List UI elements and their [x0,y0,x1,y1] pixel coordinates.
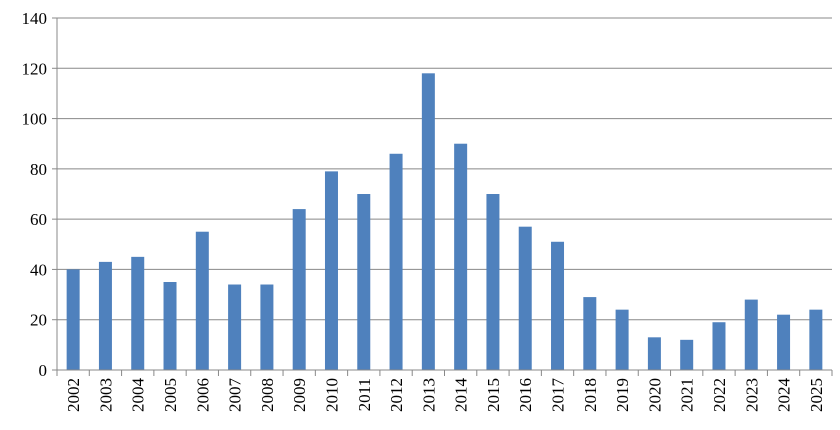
bar [421,73,435,371]
bar [195,231,209,370]
x-tick-label: 2006 [193,378,212,412]
bar [583,297,597,370]
bar [66,269,80,370]
bar [292,209,306,370]
x-tick-label: 2025 [807,378,826,412]
bar [712,322,726,370]
x-tick-label: 2016 [516,378,535,412]
x-tick-label: 2015 [484,378,503,412]
y-tick-label: 120 [22,59,48,78]
bar [486,194,500,370]
bar [551,241,565,370]
bar [98,261,112,370]
x-tick-label: 2023 [742,378,761,412]
x-tick-label: 2010 [322,378,341,412]
bar [389,153,403,370]
bar [228,284,242,370]
x-tick-label: 2012 [387,378,406,412]
x-tick-label: 2018 [581,378,600,412]
bar [260,284,274,370]
x-tick-label: 2004 [129,378,148,413]
x-tick-label: 2009 [290,378,309,412]
y-tick-label: 140 [22,9,48,28]
x-tick-label: 2019 [613,378,632,412]
bar [357,194,371,370]
x-tick-label: 2024 [775,378,794,413]
x-tick-label: 2002 [64,378,83,412]
x-tick-label: 2022 [710,378,729,412]
x-tick-label: 2008 [258,378,277,412]
bar [647,337,661,370]
y-tick-label: 80 [30,160,47,179]
y-tick-label: 60 [30,210,47,229]
bar [680,339,694,370]
x-tick-label: 2011 [355,378,374,411]
bar [454,143,468,370]
y-tick-label: 20 [30,311,47,330]
y-tick-label: 100 [22,110,48,129]
x-tick-label: 2014 [452,378,471,413]
bar [615,309,629,370]
bar [518,226,532,370]
bar [131,256,145,370]
y-tick-label: 40 [30,260,47,279]
x-tick-label: 2005 [161,378,180,412]
bar [324,171,338,370]
bar [744,299,758,370]
x-tick-label: 2021 [678,378,697,412]
x-tick-label: 2017 [549,378,568,413]
x-tick-label: 2020 [645,378,664,412]
bar [809,309,823,370]
x-tick-label: 2003 [96,378,115,412]
x-tick-label: 2007 [226,378,245,413]
x-tick-label: 2013 [419,378,438,412]
bar [163,282,177,370]
y-tick-label: 0 [39,361,48,380]
bar [777,314,791,370]
